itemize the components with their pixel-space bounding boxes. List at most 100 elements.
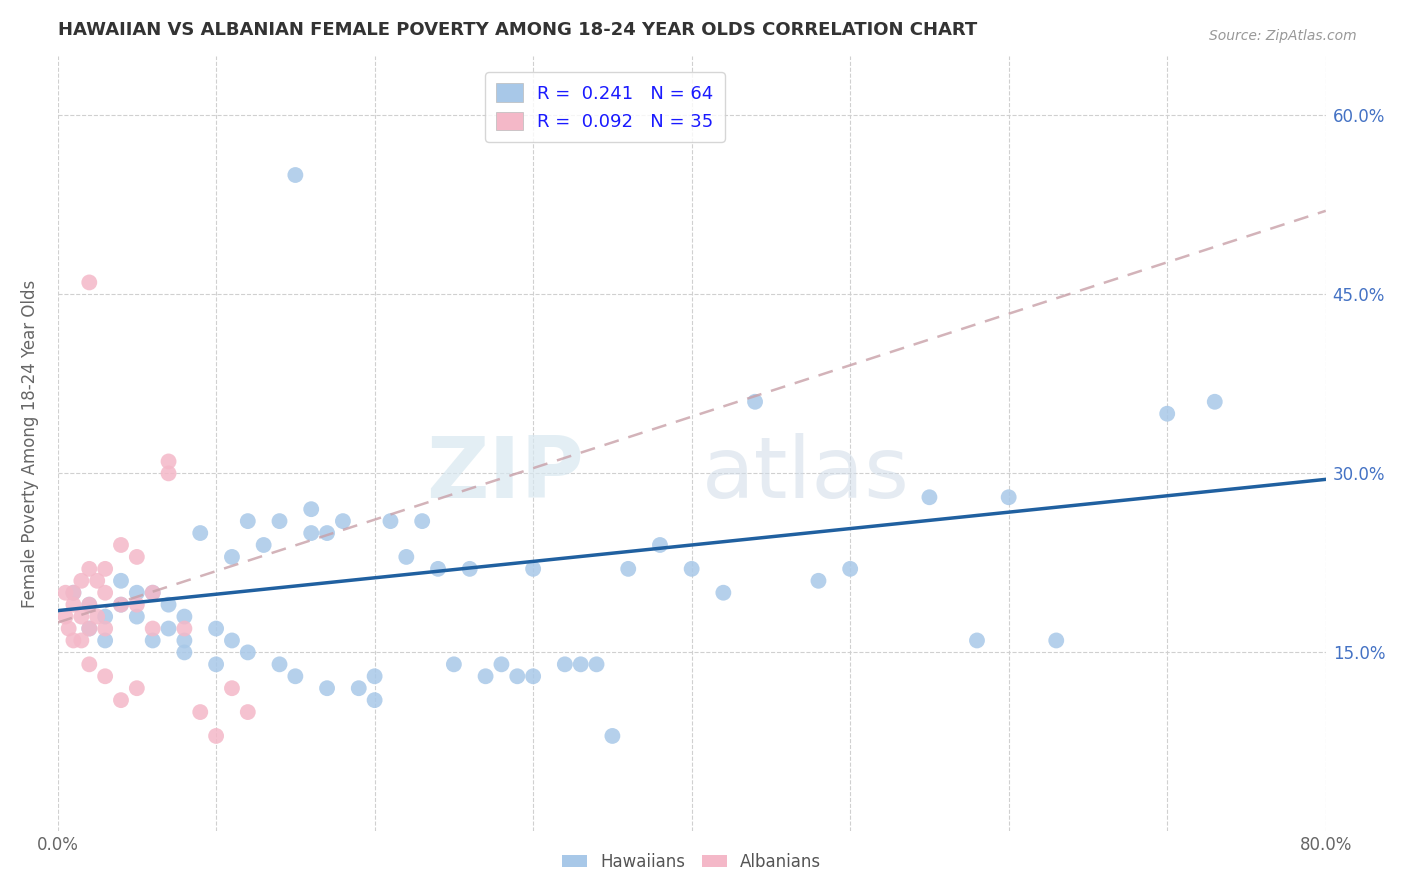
Point [125, 598, 148, 612]
Point [807, 574, 830, 588]
Point [316, 681, 339, 696]
Point [62, 585, 84, 599]
Point [299, 526, 322, 541]
Point [86, 609, 108, 624]
Point [205, 622, 228, 636]
Point [427, 562, 450, 576]
Point [62, 633, 84, 648]
Point [236, 705, 259, 719]
Point [363, 693, 385, 707]
Point [363, 669, 385, 683]
Point [839, 562, 862, 576]
Text: Source: ZipAtlas.com: Source: ZipAtlas.com [1209, 29, 1357, 43]
Point [380, 514, 402, 528]
Point [236, 645, 259, 659]
Text: HAWAIIAN VS ALBANIAN FEMALE POVERTY AMONG 18-24 YEAR OLDS CORRELATION CHART: HAWAIIAN VS ALBANIAN FEMALE POVERTY AMON… [58, 21, 977, 39]
Point [110, 538, 132, 552]
Point [411, 514, 433, 528]
Point [569, 657, 592, 672]
Point [125, 681, 148, 696]
Point [70, 574, 93, 588]
Point [205, 729, 228, 743]
Point [347, 681, 370, 696]
Point [1045, 633, 1067, 648]
Point [94, 585, 117, 599]
Point [474, 669, 496, 683]
Point [458, 562, 481, 576]
Point [173, 622, 195, 636]
Point [125, 585, 148, 599]
Point [299, 502, 322, 516]
Point [55, 585, 77, 599]
Point [125, 609, 148, 624]
Point [94, 633, 117, 648]
Point [79, 276, 101, 290]
Point [173, 645, 195, 659]
Point [79, 622, 101, 636]
Point [443, 657, 465, 672]
Point [142, 585, 165, 599]
Point [142, 585, 165, 599]
Point [110, 574, 132, 588]
Point [157, 454, 180, 468]
Point [997, 490, 1019, 504]
Point [142, 622, 165, 636]
Point [94, 669, 117, 683]
Point [395, 549, 418, 564]
Point [269, 514, 291, 528]
Point [142, 633, 165, 648]
Point [110, 598, 132, 612]
Text: atlas: atlas [702, 434, 910, 516]
Y-axis label: Female Poverty Among 18-24 Year Olds: Female Poverty Among 18-24 Year Olds [21, 279, 39, 607]
Point [70, 609, 93, 624]
Point [506, 669, 529, 683]
Point [648, 538, 671, 552]
Point [157, 467, 180, 481]
Point [110, 693, 132, 707]
Point [94, 622, 117, 636]
Point [221, 681, 243, 696]
Point [316, 526, 339, 541]
Point [681, 562, 703, 576]
Point [173, 609, 195, 624]
Point [284, 168, 307, 182]
Point [253, 538, 276, 552]
Point [157, 622, 180, 636]
Point [236, 514, 259, 528]
Point [522, 669, 544, 683]
Point [79, 657, 101, 672]
Point [62, 598, 84, 612]
Point [221, 549, 243, 564]
Point [62, 585, 84, 599]
Point [125, 549, 148, 564]
Point [269, 657, 291, 672]
Point [522, 562, 544, 576]
Point [188, 526, 211, 541]
Point [173, 633, 195, 648]
Point [1156, 407, 1178, 421]
Legend: Hawaiians, Albanians: Hawaiians, Albanians [555, 846, 828, 878]
Point [332, 514, 354, 528]
Point [94, 562, 117, 576]
Point [554, 657, 576, 672]
Point [110, 598, 132, 612]
Point [86, 574, 108, 588]
Point [58, 622, 80, 636]
Point [70, 633, 93, 648]
Point [79, 562, 101, 576]
Point [284, 669, 307, 683]
Point [1204, 394, 1226, 409]
Point [55, 609, 77, 624]
Point [94, 609, 117, 624]
Point [711, 585, 734, 599]
Point [918, 490, 941, 504]
Point [966, 633, 988, 648]
Point [491, 657, 513, 672]
Text: ZIP: ZIP [426, 434, 583, 516]
Point [221, 633, 243, 648]
Point [157, 598, 180, 612]
Point [79, 598, 101, 612]
Point [79, 622, 101, 636]
Point [188, 705, 211, 719]
Point [744, 394, 766, 409]
